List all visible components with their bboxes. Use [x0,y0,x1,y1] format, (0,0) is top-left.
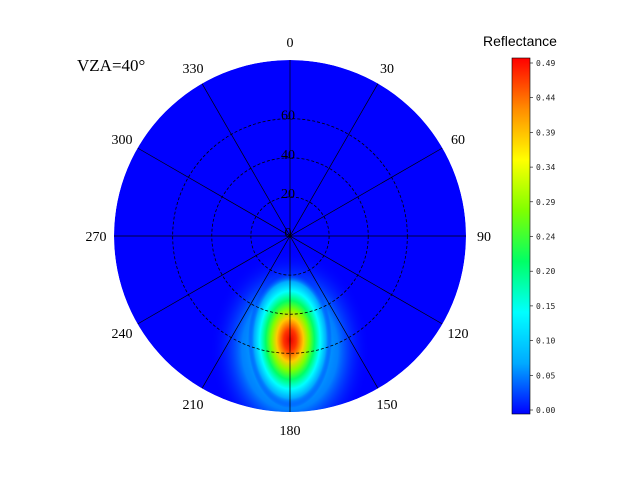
angular-tick-labels: 0 30 60 90 120 150 180 210 240 270 300 330 [86,36,492,439]
colorbar-tick-0.24: 0.24 [536,233,555,242]
spoke-150 [201,83,379,389]
angular-tick-210: 210 [183,398,204,413]
vza-annotation: VZA=40° [77,56,145,75]
colorbar-tick-0.00: 0.00 [536,406,555,415]
colorbar-ticks: 0.00 0.05 0.10 0.15 0.20 0.24 0.29 0.34 0.39 0.44… [530,59,555,415]
colorbar: Reflectance 0.00 0.05 0.10 0.15 0.20 0.24 0.29… [483,33,557,415]
colorbar-tick-0.05: 0.05 [536,371,555,380]
colorbar-tick-0.34: 0.34 [536,163,555,172]
colorbar-tick-0.20: 0.20 [536,267,555,276]
radial-tick-0: 0 [285,226,292,241]
angular-tick-60: 60 [451,133,465,148]
polar-grid [114,60,466,412]
colorbar-tick-0.44: 0.44 [536,94,555,103]
angular-tick-150: 150 [377,398,398,413]
angular-tick-270: 270 [86,230,107,245]
radial-tick-60: 60 [281,109,295,124]
colorbar-tick-0.39: 0.39 [536,128,555,137]
radial-tick-20: 20 [281,187,295,202]
angular-tick-30: 30 [380,62,394,77]
angular-tick-120: 120 [448,327,469,342]
radial-tick-40: 40 [281,148,295,163]
angular-tick-300: 300 [111,133,132,148]
colorbar-title: Reflectance [483,33,557,49]
angular-tick-180: 180 [280,424,301,439]
radial-tick-labels: 0 20 40 60 [281,109,295,241]
colorbar-tick-0.49: 0.49 [536,59,555,68]
colorbar-bar [511,57,531,415]
polar-disc [114,60,466,412]
angular-tick-0: 0 [287,36,294,51]
angular-tick-240: 240 [111,327,132,342]
colorbar-tick-0.15: 0.15 [536,302,555,311]
angular-tick-90: 90 [477,230,491,245]
angular-tick-330: 330 [183,62,204,77]
colorbar-tick-0.10: 0.10 [536,337,555,346]
colorbar-tick-0.29: 0.29 [536,198,555,207]
